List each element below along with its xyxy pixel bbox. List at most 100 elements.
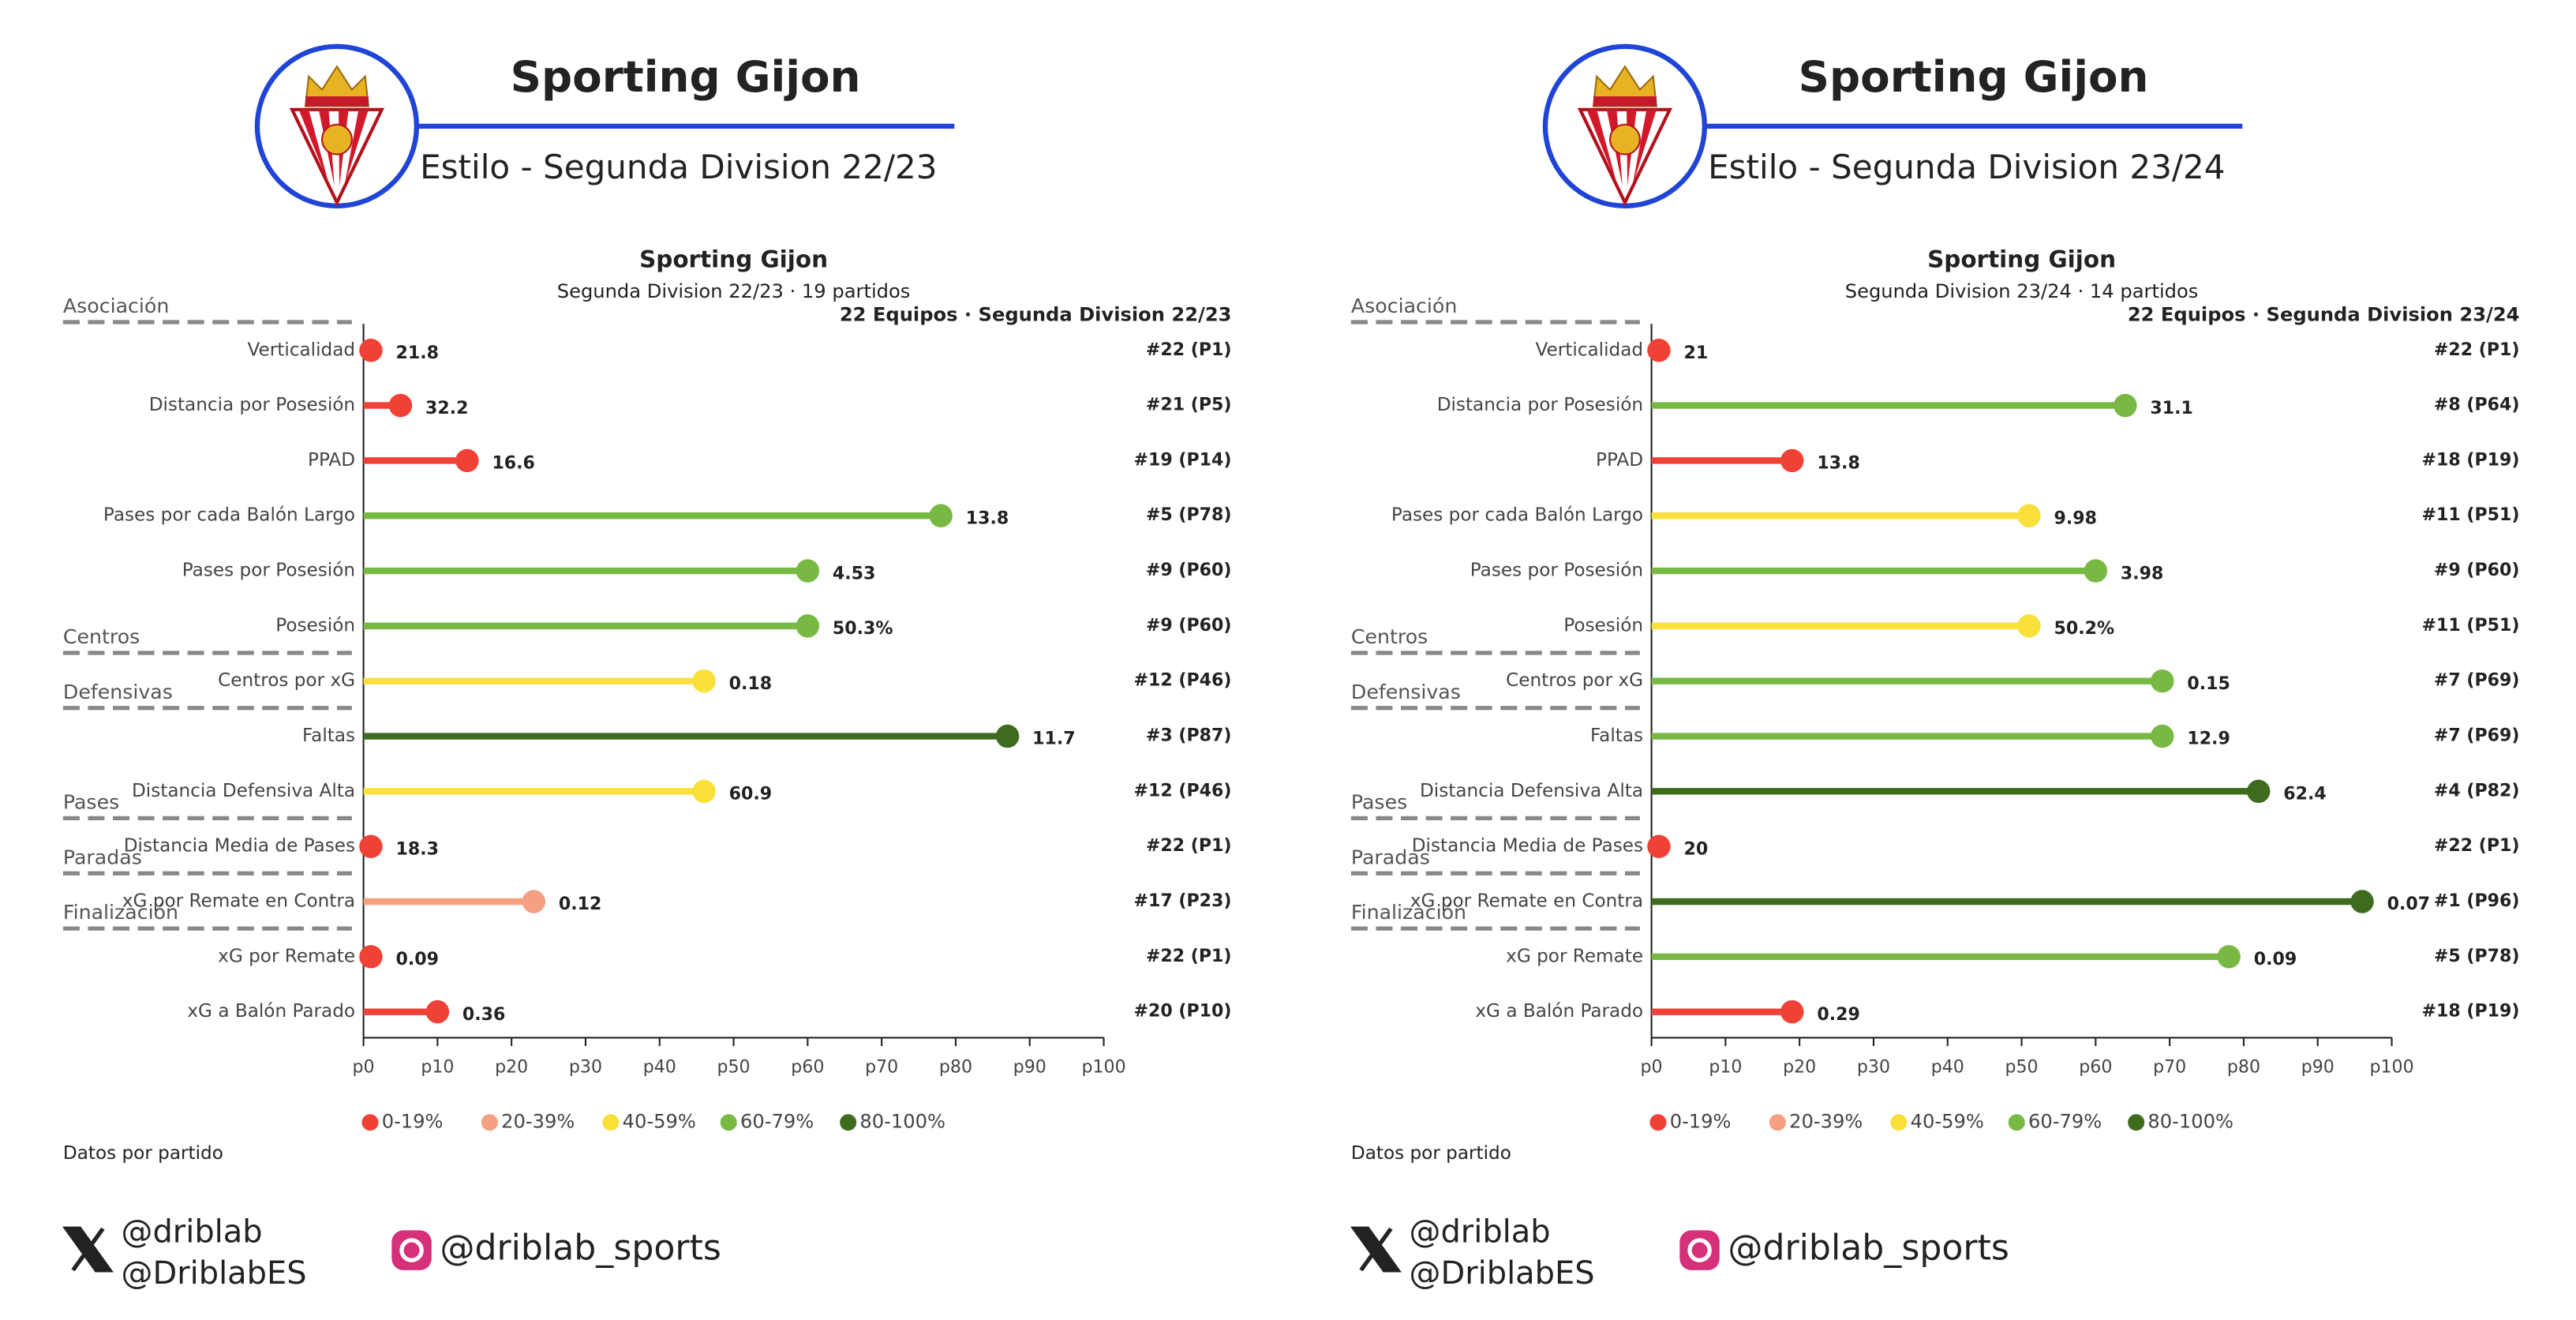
rank-label: #7 (P69) xyxy=(2434,726,2520,746)
rank-label: #9 (P60) xyxy=(2434,561,2520,580)
x-tick-label: p60 xyxy=(2079,1057,2112,1077)
chart-title: Sporting Gijon xyxy=(1927,246,2116,273)
x-handle: @driblab xyxy=(1410,1214,1551,1251)
x-tick-label: p50 xyxy=(2005,1057,2039,1077)
category-label: Distancia Defensiva Alta xyxy=(132,781,355,801)
instagram-logo xyxy=(391,1230,432,1270)
instagram-lens xyxy=(399,1238,424,1262)
rank-label: #22 (P1) xyxy=(1146,836,1232,856)
rank-label: #22 (P1) xyxy=(1146,947,1232,966)
logo-crown-band xyxy=(1593,96,1657,107)
lollipop-dot xyxy=(359,945,383,969)
x-tick-label: p80 xyxy=(939,1057,972,1077)
stat-label: 50.2% xyxy=(2054,619,2114,639)
lollipop-dot xyxy=(796,614,820,638)
group-label: Pases xyxy=(63,790,119,813)
legend-swatch xyxy=(2128,1114,2145,1131)
panel: Sporting Gijon Estilo - Segunda Division … xyxy=(1350,43,2520,1292)
stat-label: 32.2 xyxy=(425,399,468,418)
stat-label: 12.9 xyxy=(2187,729,2230,749)
stat-label: 21 xyxy=(1684,343,1709,363)
lollipop-dot xyxy=(1647,339,1671,362)
rank-label: #22 (P1) xyxy=(2434,836,2520,856)
x-tick-label: p100 xyxy=(1081,1057,1125,1077)
rank-label: #17 (P23) xyxy=(1133,891,1231,911)
lollipop-dot xyxy=(1780,448,1804,473)
stat-label: 21.8 xyxy=(396,343,439,363)
category-label: PPAD xyxy=(1596,450,1643,471)
logo-stripe xyxy=(298,109,330,186)
category-label: Distancia por Posesión xyxy=(149,395,355,415)
lollipop-dot xyxy=(796,559,820,583)
rank-label: #4 (P82) xyxy=(2434,781,2520,801)
category-label: Centros por xG xyxy=(218,670,355,691)
group-label: Paradas xyxy=(63,846,142,868)
stat-label: 31.1 xyxy=(2150,399,2192,418)
chart-subtitle: Segunda Division 23/24 · 14 partidos xyxy=(1845,280,2199,302)
lollipop-dot xyxy=(2246,779,2271,804)
header-subtitle: Estilo - Segunda Division 23/24 xyxy=(1708,148,2225,186)
stat-label: 0.29 xyxy=(1817,1005,1859,1025)
rank-label: #19 (P14) xyxy=(1133,450,1231,470)
category-label: Pases por cada Balón Largo xyxy=(1391,505,1643,526)
stat-label: 4.53 xyxy=(833,564,875,583)
chart-subtitle: Segunda Division 22/23 · 19 partidos xyxy=(557,280,911,302)
x-tick-label: p30 xyxy=(1857,1057,1890,1077)
group-label: Finalización xyxy=(63,901,178,924)
lollipop-dot xyxy=(692,669,716,693)
legend-swatch xyxy=(1890,1114,1908,1131)
instagram-handle: @driblab_sports xyxy=(440,1228,721,1269)
category-label: Distancia Media de Pases xyxy=(1412,836,1643,857)
stat-label: 0.09 xyxy=(2254,950,2297,969)
legend-label: 20-39% xyxy=(1789,1111,1863,1133)
legend-label: 60-79% xyxy=(2028,1111,2102,1133)
x-tick-label: p90 xyxy=(2301,1057,2334,1077)
legend-swatch xyxy=(481,1114,498,1131)
stat-label: 16.6 xyxy=(492,454,534,474)
stat-label: 0.07 xyxy=(2387,894,2430,914)
rank-label: #20 (P10) xyxy=(1133,1002,1231,1022)
rank-label: #5 (P78) xyxy=(1146,505,1232,525)
stat-label: 50.3% xyxy=(833,619,893,639)
lollipop-dot xyxy=(1647,834,1671,858)
legend-swatch xyxy=(1649,1114,1667,1131)
legend-label: 40-59% xyxy=(623,1111,696,1133)
category-label: Faltas xyxy=(302,726,355,746)
x-tick-label: p0 xyxy=(1641,1057,1663,1077)
category-label: Pases por Posesión xyxy=(182,561,355,581)
logo-emblem xyxy=(1608,123,1641,156)
lollipop-dot xyxy=(2151,724,2174,748)
category-label: Verticalidad xyxy=(248,339,356,360)
logo-stripe xyxy=(1632,109,1657,186)
stat-label: 3.98 xyxy=(2121,564,2163,583)
category-label: Pases por cada Balón Largo xyxy=(103,505,355,526)
teams-label: 22 Equipos · Segunda Division 23/24 xyxy=(2128,304,2520,326)
rank-label: #8 (P64) xyxy=(2434,396,2520,415)
rank-label: #3 (P87) xyxy=(1146,726,1232,746)
header-title: Sporting Gijon xyxy=(511,51,861,102)
x-tick-label: p10 xyxy=(421,1057,454,1077)
x-tick-label: p100 xyxy=(2369,1057,2413,1077)
header-title: Sporting Gijon xyxy=(1799,51,2149,102)
stat-label: 60.9 xyxy=(729,785,772,804)
logo-crown-band xyxy=(305,96,369,107)
teams-label: 22 Equipos · Segunda Division 22/23 xyxy=(840,304,1232,326)
lollipop-dot xyxy=(2017,504,2041,527)
group-label: Paradas xyxy=(1351,846,1430,868)
rank-label: #22 (P1) xyxy=(1146,340,1232,360)
category-label: Centros por xG xyxy=(1506,670,1643,691)
x-handle-es: @DriblabES xyxy=(1410,1255,1595,1292)
group-label: Centros xyxy=(1351,625,1428,648)
lollipop-dot xyxy=(995,724,1020,748)
rank-label: #12 (P46) xyxy=(1133,671,1231,691)
group-label: Finalización xyxy=(1351,901,1466,924)
x-tick-label: p40 xyxy=(1931,1057,1964,1077)
x-tick-label: p70 xyxy=(865,1057,898,1077)
x-tick-label: p20 xyxy=(495,1057,528,1077)
stat-label: 0.18 xyxy=(729,674,772,694)
x-tick-label: p50 xyxy=(717,1057,751,1077)
lollipop-dot xyxy=(692,779,716,804)
rank-label: #21 (P5) xyxy=(1146,396,1232,415)
x-logo xyxy=(62,1226,114,1273)
x-tick-label: p80 xyxy=(2227,1057,2260,1077)
